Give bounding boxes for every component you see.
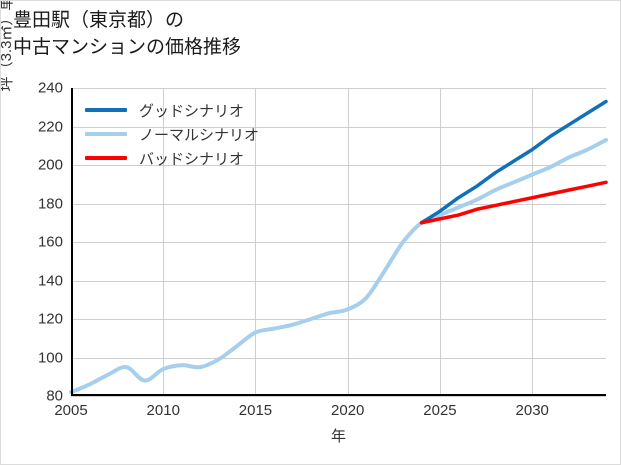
gridline-horizontal (71, 165, 606, 166)
gridline-horizontal (71, 126, 606, 128)
y-tick-label: 240 (37, 79, 63, 97)
y-tick-label: 220 (37, 118, 63, 135)
x-tick-label: 2010 (146, 402, 180, 419)
gridline-vertical (255, 88, 257, 396)
axis-frame (71, 88, 606, 396)
x-tick-label: 2015 (238, 402, 273, 419)
x-tick-label: 2020 (331, 402, 365, 419)
gridline-horizontal (71, 396, 606, 397)
legend-swatch-icon (85, 156, 127, 160)
gridline-horizontal (71, 88, 606, 89)
series-lines (69, 99, 608, 395)
page-title: 豊田駅（東京都）の 中古マンションの価格推移 (13, 10, 242, 58)
y-axis-label: 坪（3.3㎡）単価（万円） (0, 1, 15, 92)
y-tick-label: 140 (37, 272, 63, 289)
y-tick-label: 120 (37, 310, 63, 328)
y-tick-label: 160 (37, 233, 63, 251)
plot-area: 80 100 120 140 160 180 200 220 240 2005 2010 2015 2… (38, 80, 608, 419)
gridline-horizontal (71, 242, 606, 243)
gridline-horizontal (71, 280, 606, 282)
x-tick-label: 2025 (423, 402, 457, 419)
legend-swatch-icon (85, 132, 127, 136)
gridline-horizontal (71, 203, 606, 205)
chart-legend: グッドシナリオ ノーマルシナリオ バッドシナリオ (79, 94, 267, 174)
series-line (69, 137, 608, 395)
gridline-horizontal (71, 319, 606, 320)
y-tick-label: 80 (46, 387, 63, 405)
legend-good[interactable]: グッドシナリオ (85, 98, 259, 122)
x-tick-label: 2005 (54, 402, 88, 419)
y-tick-label: 200 (37, 156, 63, 174)
legend-normal[interactable]: ノーマルシナリオ (85, 122, 259, 146)
legend-label: グッドシナリオ (139, 102, 245, 120)
legend-bad[interactable]: バッドシナリオ (85, 146, 259, 170)
x-axis-label: 年 (330, 428, 346, 445)
gridline-vertical (532, 88, 534, 396)
y-tick-label: 100 (37, 349, 63, 366)
legend-label: ノーマルシナリオ (139, 126, 260, 144)
series-line (419, 180, 608, 225)
legend-label: バッドシナリオ (139, 150, 245, 168)
gridline-vertical (163, 88, 165, 396)
y-tick-label: 180 (37, 195, 63, 212)
legend-swatch-icon (85, 108, 127, 112)
x-tick-label: 2030 (515, 402, 549, 419)
gridline-vertical (439, 88, 441, 396)
series-line (419, 99, 608, 225)
gridline-horizontal (71, 357, 606, 359)
gridline-vertical (347, 88, 349, 396)
